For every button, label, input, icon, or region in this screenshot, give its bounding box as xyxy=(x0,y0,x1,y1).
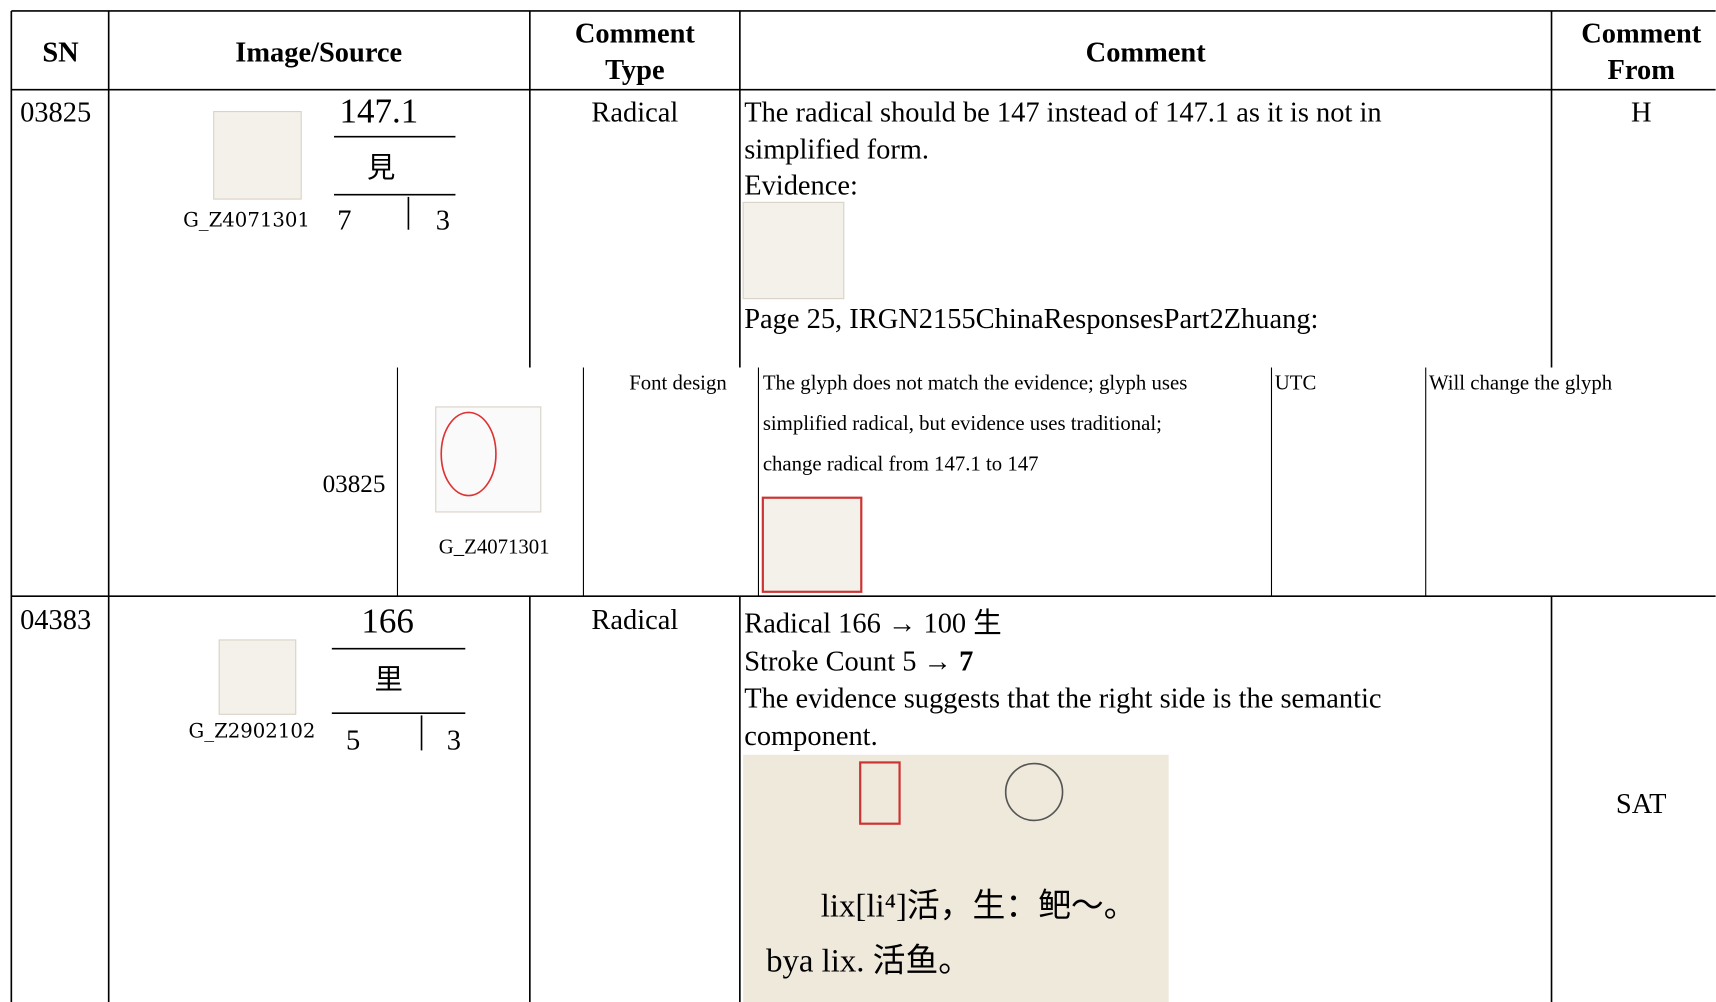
header-cell: SN xyxy=(42,37,79,68)
comment-bold: 7 xyxy=(959,647,973,678)
comment-line: The evidence suggests that the right sid… xyxy=(744,684,1381,715)
circle-annotation xyxy=(1004,762,1064,822)
sn: 03825 xyxy=(323,471,386,498)
comment-line: The radical should be 147 instead of 147… xyxy=(744,97,1381,128)
comment-type: Font design xyxy=(629,371,727,394)
radical-char: 見 xyxy=(367,153,395,184)
radical: 147.1 xyxy=(339,92,418,131)
glyph-image xyxy=(218,639,297,715)
comment-line: Radical 166 → 100 生 xyxy=(744,607,1001,639)
evidence-image xyxy=(743,754,1169,1002)
header-cell: Comment xyxy=(575,19,696,50)
comment-line: simplified radical, but evidence uses tr… xyxy=(763,412,1162,435)
evidence-text: bya lix. 活鱼。 xyxy=(766,942,971,979)
comment-line: The glyph does not match the evidence; g… xyxy=(763,371,1187,394)
stroke-count: 3 xyxy=(436,206,450,237)
header-cell: From xyxy=(1608,55,1676,86)
comment-from: SAT xyxy=(1616,789,1667,820)
circle-annotation xyxy=(440,411,497,497)
source-id: G_Z2902102 xyxy=(189,719,316,742)
source-id: G_Z4071301 xyxy=(183,208,310,231)
header-cell: Image/Source xyxy=(235,37,402,68)
sn: 03825 xyxy=(20,97,91,128)
radical-char: 里 xyxy=(375,665,403,696)
comment-type: Radical xyxy=(591,97,678,128)
stroke-count: 7 xyxy=(337,206,351,237)
radical: 166 xyxy=(361,601,414,640)
header-cell: Type xyxy=(605,55,665,86)
comment-line: component. xyxy=(744,721,877,752)
header-cell: Comment xyxy=(1581,19,1702,50)
comment-text: Stroke Count 5 → xyxy=(744,647,952,678)
stroke-count: 5 xyxy=(346,725,360,756)
table-grid xyxy=(10,10,1716,1002)
comment-line: Evidence: xyxy=(744,171,858,202)
glyph-image xyxy=(213,111,302,200)
evidence-image xyxy=(761,496,863,593)
comment-line: Stroke Count 5 → 7 xyxy=(744,647,973,678)
comment-from: UTC xyxy=(1275,371,1317,394)
comment-line: change radical from 147.1 to 147 xyxy=(763,452,1039,475)
comment-type: Radical xyxy=(591,605,678,636)
evidence-caption: Page 25, IRGN2155ChinaResponsesPart2Zhua… xyxy=(744,304,1318,335)
sn: 04383 xyxy=(20,605,91,636)
comment-line: simplified form. xyxy=(744,135,929,166)
header-cell: Comment xyxy=(1086,37,1207,68)
evidence-text: lix[li⁴]活，生：鲃～。 xyxy=(821,888,1137,925)
comment-from: H xyxy=(1631,97,1652,128)
source-id: G_Z4071301 xyxy=(439,536,550,559)
evidence-image xyxy=(742,201,845,300)
box-annotation xyxy=(859,761,901,825)
stroke-count: 3 xyxy=(447,725,461,756)
response: Will change the glyph xyxy=(1429,371,1613,394)
